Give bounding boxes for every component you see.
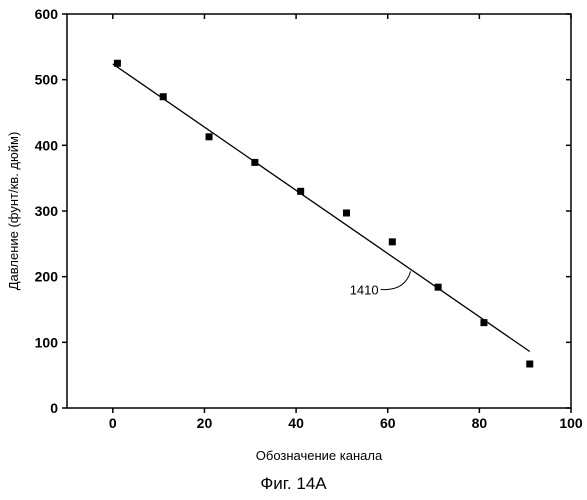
x-tick-label: 100	[559, 415, 583, 431]
data-point	[388, 238, 396, 246]
figure-caption: Фиг. 14А	[260, 474, 327, 493]
data-point	[342, 209, 350, 217]
fit-line	[112, 63, 531, 353]
annotation-label: 1410	[350, 282, 379, 297]
x-tick-label: 60	[380, 415, 396, 431]
data-point	[480, 319, 488, 327]
y-tick-label: 400	[35, 137, 59, 153]
y-tick-label: 0	[50, 400, 58, 416]
data-point	[526, 360, 534, 368]
x-tick-label: 40	[288, 415, 304, 431]
x-tick-label: 20	[197, 415, 213, 431]
x-tick-label: 0	[109, 415, 117, 431]
data-point	[434, 283, 442, 291]
series-layer	[112, 59, 534, 368]
y-tick-label: 200	[35, 269, 59, 285]
ticks	[62, 13, 572, 413]
data-point	[205, 133, 213, 141]
x-axis-title: Обозначение канала	[256, 448, 383, 463]
data-point	[251, 158, 259, 166]
y-axis-title: Давление (фунт/кв. дюйм)	[6, 132, 21, 291]
annotation-layer: 1410	[350, 271, 412, 297]
data-point	[159, 93, 167, 101]
tick-labels: 0 20 40 60 80 100 0 100 200 300 400 500 600	[35, 6, 583, 431]
x-tick-label: 80	[472, 415, 488, 431]
y-tick-label: 300	[35, 203, 59, 219]
data-point	[113, 59, 121, 67]
y-tick-label: 100	[35, 334, 59, 350]
y-tick-label: 600	[35, 6, 59, 22]
plot-frame	[66, 13, 572, 409]
annotation-leader	[380, 271, 412, 291]
y-tick-label: 500	[35, 72, 59, 88]
data-point	[297, 187, 305, 195]
